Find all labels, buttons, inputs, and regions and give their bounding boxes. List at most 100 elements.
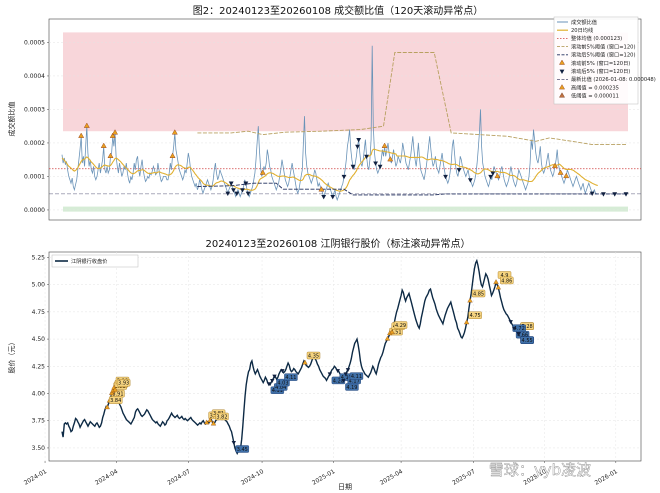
price-xtick-label: 2024-01 xyxy=(23,468,48,487)
high-anomaly-marker xyxy=(112,386,118,392)
low-anomaly-marker xyxy=(343,372,348,377)
high-value-label: 4.29 xyxy=(395,323,406,329)
low-value-label-box xyxy=(235,445,249,453)
low-anomaly-marker xyxy=(350,164,356,170)
low-anomaly-marker xyxy=(623,192,629,197)
price-legend-box xyxy=(51,254,139,268)
low-anomaly-marker xyxy=(272,374,277,379)
price-ytick-label: 4.75 xyxy=(32,309,46,316)
price-xtick-label: 2024-10 xyxy=(240,468,265,487)
price-ytick-label: 5.25 xyxy=(32,254,46,261)
legend-label-mean: 整体均值 (0.000123) xyxy=(571,34,622,42)
low-anomaly-marker xyxy=(467,178,473,183)
low-anomaly-marker xyxy=(240,188,245,193)
high-value-label: 5.28 xyxy=(522,324,533,330)
high-value-label-box xyxy=(468,311,482,319)
high-anomaly-marker xyxy=(467,297,473,303)
high-anomaly-marker xyxy=(171,129,178,135)
high-anomaly-marker xyxy=(387,156,394,162)
low-value-label-box xyxy=(284,373,298,381)
close-price-line xyxy=(61,258,520,455)
low-value-label: 4.11 xyxy=(285,375,296,381)
price-legend-label: 江阴银行收盘价 xyxy=(71,257,108,265)
price-ytick-label: 3.50 xyxy=(32,445,46,452)
ratio-chart: 图2：20240123至20260108 成交额比值（120天滚动异常点） 0.… xyxy=(7,4,656,221)
high-value-label-box xyxy=(109,396,123,404)
low-value-label: 4.28 xyxy=(333,378,344,384)
high-anomaly-marker xyxy=(107,152,114,158)
low-anomaly-marker xyxy=(270,378,275,383)
high-anomaly-marker xyxy=(302,359,308,365)
high-value-label: 4.51 xyxy=(390,329,401,335)
low-anomaly-marker xyxy=(345,368,351,373)
price-xtick-label: 2024-07 xyxy=(166,468,191,487)
legend-label-top5: 滚动前5% (窗口=120日) xyxy=(571,59,630,67)
low-anomaly-marker xyxy=(508,320,513,325)
high-anomaly-marker xyxy=(169,152,176,158)
ma20-series-line xyxy=(61,148,598,192)
rolling-bottom5-threshold-line xyxy=(197,182,626,196)
low-anomaly-marker xyxy=(364,154,369,160)
low-value-label: 4.03 xyxy=(277,380,288,386)
high-value-label: 4.85 xyxy=(473,291,484,297)
legend-label-hi95: 滚动前5%阈值 (窗口=120) xyxy=(571,42,636,50)
high-value-label-box xyxy=(306,351,321,360)
ratio-ytick-label: 0.0003 xyxy=(24,106,45,113)
low-anomaly-marker xyxy=(612,192,618,197)
high-anomaly-marker xyxy=(495,284,501,290)
low-value-label: 4.72 xyxy=(514,326,525,332)
ratio-legend-box xyxy=(553,16,639,105)
ratio-ytick-label: 0.0002 xyxy=(24,140,45,147)
legend-label-highband: 高阈值 = 0.000235 xyxy=(571,83,619,91)
price-ytick-label: 4.50 xyxy=(32,336,46,343)
low-threshold-band xyxy=(63,206,628,212)
low-anomaly-marker xyxy=(356,138,362,143)
low-value-label: 4.11 xyxy=(272,388,283,394)
high-anomaly-marker xyxy=(83,122,90,128)
ratio-ytick-label: 0.0001 xyxy=(24,173,45,180)
high-value-label: 4.35 xyxy=(308,353,319,359)
low-anomaly-marker xyxy=(373,161,378,166)
price-plot-frame xyxy=(48,251,642,462)
price-legend: 江阴银行收盘价 xyxy=(51,254,139,268)
price-ytick-label: 5.00 xyxy=(32,282,46,289)
low-anomaly-marker xyxy=(511,326,517,331)
high-value-label: 4.9 xyxy=(501,273,509,279)
low-value-label-box xyxy=(520,336,534,344)
price-x-axis-label: 日期 xyxy=(338,483,352,491)
high-value-label: 3.91 xyxy=(112,392,123,398)
low-anomaly-marker xyxy=(245,191,251,196)
ratio-ytick-label: 0.0004 xyxy=(24,73,45,80)
rolling-top5-threshold-line xyxy=(197,52,626,146)
high-anomaly-marker xyxy=(551,162,558,168)
low-anomaly-marker xyxy=(225,191,231,196)
high-anomaly-marker xyxy=(557,169,564,175)
legend-label-ratio: 成交额比值 xyxy=(571,18,597,26)
price-xtick-label: 2025-07 xyxy=(451,468,476,487)
price-y-axis-label: 股价（元） xyxy=(8,339,16,374)
high-anomaly-marker xyxy=(463,319,470,325)
high-anomaly-marker xyxy=(493,279,499,284)
low-anomaly-marker xyxy=(443,174,448,180)
low-value-label: 4.17 xyxy=(349,378,360,384)
high-anomaly-marker xyxy=(109,132,116,138)
legend-swatch-low-threshold xyxy=(559,92,565,98)
low-anomaly-marker xyxy=(321,194,327,200)
high-anomaly-marker xyxy=(389,329,395,335)
low-anomaly-marker xyxy=(490,171,496,176)
low-anomaly-marker xyxy=(234,191,240,196)
price-xtick-label: 2025-04 xyxy=(379,468,404,487)
price-chart: 20240123至20260108 江阴银行股价（标注滚动异常点） 3.50 3.… xyxy=(8,237,642,491)
low-value-label: 3.45 xyxy=(237,447,248,453)
high-anomaly-marker xyxy=(563,172,570,179)
legend-label-ma20: 20日均线 xyxy=(571,26,593,34)
high-value-label: 3.82 xyxy=(216,414,227,420)
watermark: 雪球：yyb凌波 xyxy=(489,461,591,479)
legend-swatch-top5-marker xyxy=(559,59,565,65)
high-anomaly-marker xyxy=(100,142,107,148)
legend-swatch-high-threshold xyxy=(559,84,565,90)
legend-label-lo5: 滚动后5%阈值 (窗口=120) xyxy=(571,51,636,59)
low-value-label: 4.17 xyxy=(341,375,352,381)
low-anomaly-marker xyxy=(231,440,236,445)
